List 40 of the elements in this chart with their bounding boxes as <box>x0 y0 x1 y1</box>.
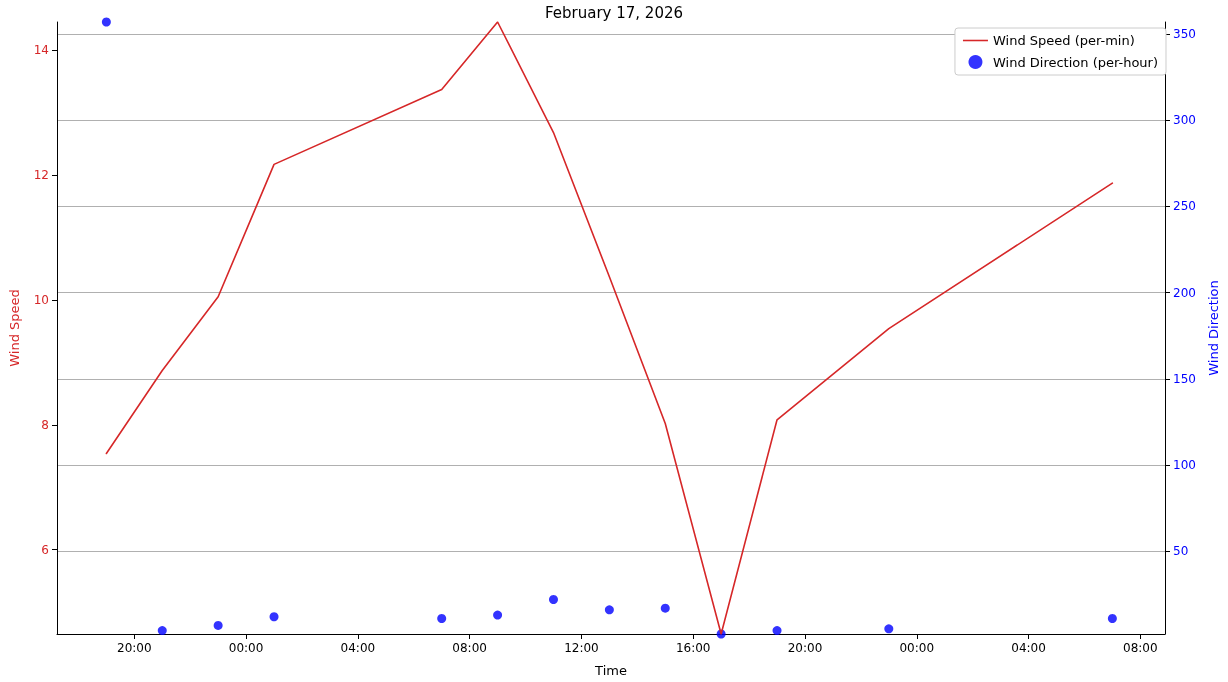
chart-title: February 17, 2026 <box>544 3 684 22</box>
point <box>213 620 223 630</box>
y2-tick-label: 300 <box>1173 113 1196 128</box>
point <box>437 613 447 623</box>
x-tick-label: 08:00 <box>1123 641 1158 655</box>
point <box>604 605 614 615</box>
point <box>548 595 558 605</box>
y2-tick-label: 50 <box>1173 544 1189 559</box>
y-tick-label: 10 <box>33 292 49 307</box>
point <box>493 610 503 620</box>
x-axis-title: Time <box>594 663 627 678</box>
point <box>157 626 167 636</box>
x-tick-label: 04:00 <box>1011 641 1046 655</box>
point <box>1107 613 1117 623</box>
x-tick-label: 12:00 <box>564 641 599 655</box>
x-tick-label: 00:00 <box>228 641 264 655</box>
x-tick-label: 20:00 <box>117 641 152 655</box>
y-tick-label: 8 <box>41 417 49 432</box>
point <box>772 626 782 636</box>
y-axis-title: Wind Speed <box>7 289 22 367</box>
point <box>660 603 670 613</box>
y-tick-label: 14 <box>33 43 49 58</box>
legend-label: Wind Direction (per-hour) <box>992 54 1159 70</box>
y2-tick-label: 150 <box>1173 371 1196 386</box>
y2-tick-label: 350 <box>1173 27 1196 42</box>
point <box>101 17 111 27</box>
y2-axis-title: Wind Direction <box>1206 280 1221 376</box>
y2-tick-label: 200 <box>1173 285 1196 300</box>
y-tick-label: 12 <box>33 168 49 182</box>
point <box>884 624 894 634</box>
point <box>269 612 279 622</box>
x-tick-label: 20:00 <box>787 641 823 655</box>
legend-label: Wind Speed (per-min) <box>992 33 1135 48</box>
y2-tick-label: 100 <box>1173 458 1196 473</box>
x-tick-label: 00:00 <box>899 641 935 655</box>
x-tick-label: 08:00 <box>452 641 487 655</box>
x-tick-label: 04:00 <box>340 641 376 655</box>
y-tick-label: 6 <box>41 542 49 557</box>
x-tick-label: 16:00 <box>675 641 711 655</box>
y2-tick-label: 250 <box>1173 199 1196 214</box>
